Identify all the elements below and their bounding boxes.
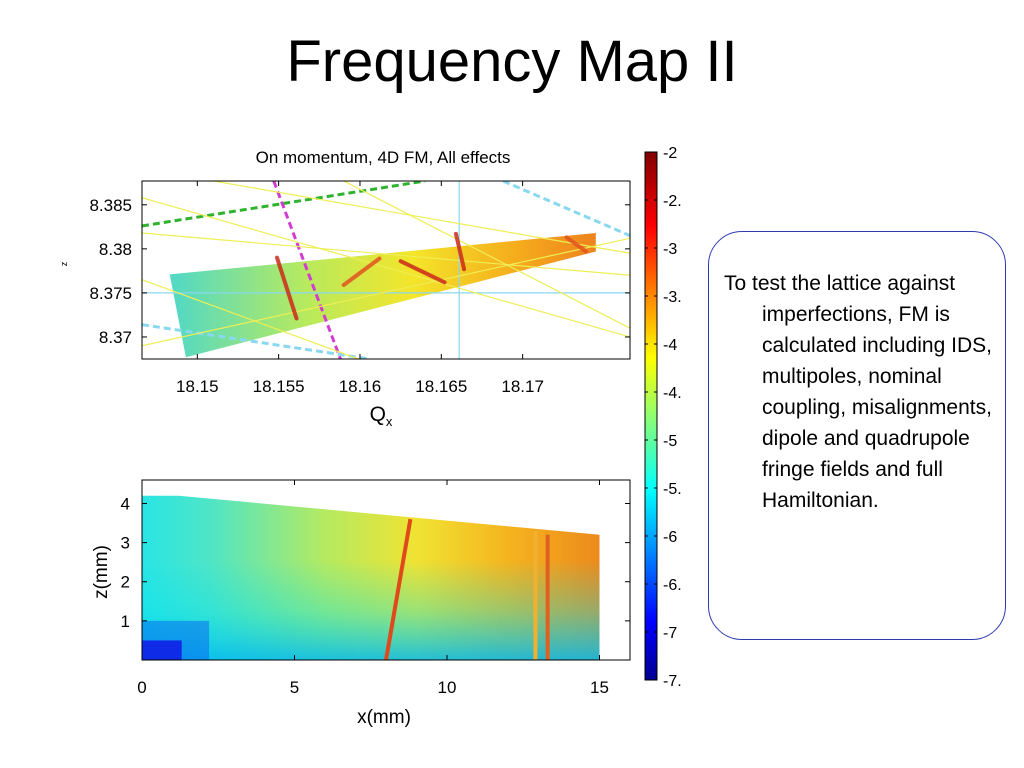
hm-y-tick-label: 1: [121, 612, 130, 631]
fm-resonance-line: [343, 181, 630, 329]
fm-footprint: [169, 233, 596, 358]
fm-x-tick-label: 18.155: [253, 377, 305, 396]
colorbar-tick-label: -2.: [663, 193, 682, 210]
colorbar-tick-label: -4.: [663, 385, 682, 402]
fm-x-tick-label: 18.16: [339, 377, 382, 396]
colorbar-tick-label: -5.: [663, 481, 682, 498]
colorbar-tick-label: -7.: [663, 673, 682, 690]
fm-x-label: Qx: [370, 403, 393, 429]
hm-y-tick-label: 2: [121, 573, 130, 592]
hm-x-label: x(mm): [357, 707, 411, 728]
hm-plot-area: [142, 495, 600, 660]
fm-resonance-line: [272, 181, 342, 359]
fm-plot-area: [142, 181, 630, 359]
fm-y-tick-label: 8.38: [99, 240, 132, 259]
colorbar-tick-label: -5: [663, 433, 677, 450]
fm-x-tick-label: 18.17: [501, 377, 544, 396]
callout-box: [708, 231, 1006, 640]
fm-x-ticks: 18.15 18.155 18.16 18.165 18.17: [176, 181, 544, 396]
fm-y-ticks: 8.37 8.375 8.38 8.385: [89, 196, 630, 347]
colorbar-tick-label: -7: [663, 625, 677, 642]
hm-lowest-region: [142, 640, 182, 660]
hm-y-tick-label: 4: [121, 494, 130, 513]
fm-resonance-line: [142, 279, 359, 359]
fm-resonance-crossing: [275, 255, 299, 321]
hm-x-tick-label: 15: [590, 678, 609, 697]
colorbar-tick-label: -6: [663, 529, 677, 546]
fm-resonance-line: [502, 181, 630, 238]
hm-x-tick-label: 10: [438, 678, 457, 697]
fm-resonance-crossing: [453, 231, 467, 272]
fm-y-tick-label: 8.375: [89, 284, 132, 303]
colorbar-ticks: -2 -2. -3 -3. -4 -4. -5 -5. -6 -6. -7 -7.: [645, 145, 682, 690]
fm-y-label: z: [59, 261, 69, 266]
hm-y-tick-label: 3: [121, 534, 130, 553]
hm-x-tick-label: 0: [137, 678, 146, 697]
fm-title: On momentum, 4D FM, All effects: [256, 148, 511, 167]
hm-region-shade: [142, 495, 600, 660]
fm-resonance-crossing: [564, 235, 589, 254]
fm-resonance-line: [213, 181, 630, 254]
fm-x-tick-label: 18.15: [176, 377, 219, 396]
fm-resonance-line: [142, 323, 370, 359]
fm-resonance-line: [142, 237, 630, 347]
fm-resonance-crossing: [341, 256, 382, 287]
hm-y-ticks: 1 2 3 4: [121, 494, 630, 631]
slide-title: Frequency Map II: [286, 29, 738, 94]
frequency-map-figure: On momentum, 4D FM, All effects 18.15 18.…: [59, 145, 682, 728]
hm-x-ticks: 0 5 10 15: [137, 480, 609, 697]
fm-resonance-crossing: [398, 259, 447, 285]
fm-y-tick-label: 8.385: [89, 196, 132, 215]
colorbar-tick-label: -6.: [663, 577, 682, 594]
fm-axes-frame: [141, 180, 631, 360]
hm-resonance-stripe: [384, 518, 413, 660]
colorbar-tick-label: -2: [663, 145, 677, 162]
hm-y-label: z(mm): [91, 545, 112, 599]
fm-y-tick-label: 8.37: [99, 328, 132, 347]
callout-paragraph: To test the lattice against imperfection…: [724, 272, 992, 512]
colorbar: [644, 151, 658, 681]
colorbar-tick-label: -4: [663, 337, 677, 354]
colorbar-tick-label: -3.: [663, 289, 682, 306]
hm-x-tick-label: 5: [290, 678, 299, 697]
callout-text: To test the lattice against imperfection…: [724, 268, 994, 516]
fm-x-tick-label: 18.165: [415, 377, 467, 396]
colorbar-tick-label: -3: [663, 241, 677, 258]
fm-resonance-line: [142, 232, 630, 276]
fm-resonance-line: [142, 197, 630, 338]
hm-axes-frame: [141, 479, 631, 661]
